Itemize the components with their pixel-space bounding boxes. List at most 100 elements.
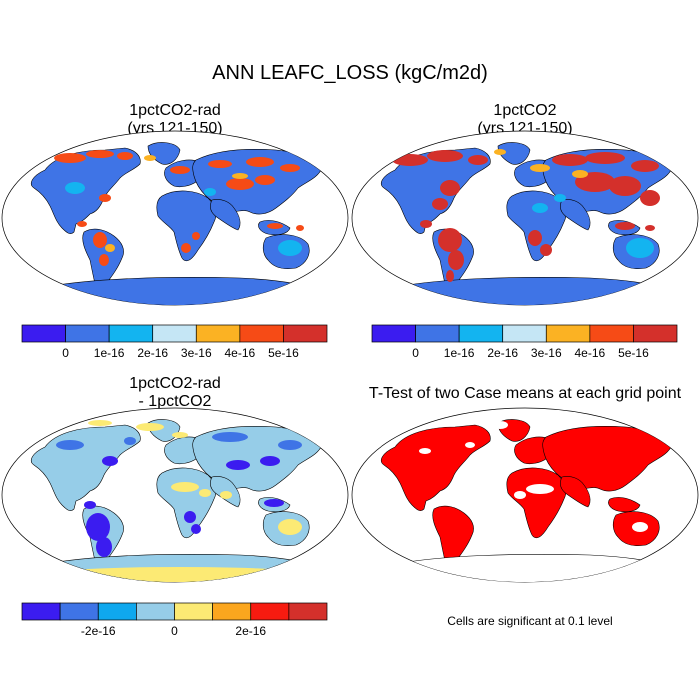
- map-panel-2: [351, 130, 699, 306]
- anomaly: [88, 420, 112, 426]
- colorbar-swatch: [633, 324, 678, 343]
- continent-africa: [506, 467, 567, 539]
- hotspot: [540, 244, 552, 256]
- hotspot: [296, 225, 304, 231]
- hotspot: [626, 238, 654, 258]
- continent-greenland: [497, 142, 531, 165]
- anomaly: [102, 456, 118, 466]
- hotspot: [208, 160, 232, 168]
- colorbar-tick-label: 0: [171, 624, 178, 638]
- hotspot: [93, 232, 107, 248]
- colorbar-swatch: [545, 324, 591, 343]
- hotspot: [392, 154, 428, 166]
- continent-arabia-india: [560, 199, 591, 231]
- panel-2-title-line1: 1pctCO2: [493, 102, 557, 119]
- colorbar-tick-label: 5e-16: [618, 346, 649, 360]
- not-significant: [419, 448, 431, 454]
- colorbar-tick-label: 1e-16: [444, 346, 475, 360]
- continent-arabia-india: [210, 199, 241, 231]
- colorbar-tick-label: 5e-16: [268, 346, 299, 360]
- anomaly: [96, 537, 112, 557]
- colorbar-tick-label: 4e-16: [225, 346, 256, 360]
- hotspot: [448, 250, 464, 270]
- hotspot: [528, 230, 542, 246]
- continent-north-america: [31, 147, 141, 234]
- land-hotspots: [54, 150, 304, 266]
- hotspot: [554, 194, 566, 202]
- hotspot: [170, 166, 190, 174]
- continent-north-america: [381, 424, 491, 511]
- colorbar-swatch: [174, 602, 213, 621]
- anomaly: [226, 460, 250, 470]
- not-significant: [632, 522, 648, 532]
- hotspot: [117, 152, 133, 160]
- panel-4-title-line1: T-Test of two Case means at each grid po…: [368, 385, 682, 402]
- hotspot: [432, 198, 448, 210]
- colorbar-tick-label: 0: [62, 346, 69, 360]
- hotspot: [440, 180, 460, 196]
- hotspot: [631, 160, 659, 172]
- anomaly: [220, 491, 232, 499]
- colorbar-tick-label: 1e-16: [94, 346, 125, 360]
- colorbar-tick-label: 4e-16: [575, 346, 606, 360]
- not-significant: [526, 484, 554, 494]
- colorbar-swatch: [212, 602, 252, 621]
- panel-4-title: T-Test of two Case means at each grid po…: [350, 385, 700, 403]
- hotspot: [246, 157, 274, 167]
- anomaly: [40, 567, 320, 582]
- colorbar-swatch: [152, 324, 197, 343]
- hotspot: [267, 223, 283, 229]
- hotspot: [181, 243, 191, 253]
- hotspot: [280, 164, 300, 172]
- map-panel-1: [1, 130, 349, 306]
- anomaly: [84, 501, 96, 509]
- not-significant: [492, 421, 508, 429]
- anomaly: [56, 440, 84, 450]
- continent-se-asia-islands: [608, 497, 641, 513]
- colorbar-panel-3: -2e-16 0 2e-16: [21, 602, 328, 638]
- hotspot: [438, 228, 462, 252]
- land-hotspots: [392, 149, 660, 282]
- not-significant: [514, 491, 526, 499]
- anomaly: [124, 437, 136, 445]
- colorbar-swatch: [589, 324, 634, 343]
- hotspot: [494, 149, 506, 155]
- colorbar-swatch: [288, 602, 328, 621]
- anomaly: [199, 489, 211, 497]
- anomaly: [212, 432, 248, 442]
- anomaly: [172, 432, 188, 438]
- colorbar-swatch: [108, 324, 154, 343]
- hotspot: [232, 173, 248, 179]
- colorbar-panel-1: 0 1e-16 2e-16 3e-16 4e-16 5e-16: [21, 324, 328, 360]
- continent-africa: [156, 190, 217, 262]
- colorbar-tick-label: 2e-16: [235, 624, 266, 638]
- panel-3-title: 1pctCO2-rad - 1pctCO2: [60, 375, 290, 411]
- colorbar-swatch: [21, 324, 66, 343]
- colorbar-swatch: [502, 324, 547, 343]
- hotspot: [532, 203, 548, 213]
- hotspot: [99, 254, 109, 266]
- colorbar-swatch: [65, 324, 110, 343]
- hotspot: [609, 176, 641, 196]
- colorbar-swatch: [415, 324, 460, 343]
- colorbar-swatch: [458, 324, 504, 343]
- hotspot: [226, 178, 254, 190]
- colorbar-swatch: [97, 602, 137, 621]
- colorbar-swatch: [195, 324, 241, 343]
- colorbar-panel-2: 0 1e-16 2e-16 3e-16 4e-16 5e-16: [371, 324, 678, 360]
- hotspot: [552, 154, 588, 166]
- continent-africa: [156, 467, 217, 539]
- anomaly: [191, 524, 201, 534]
- hotspot: [144, 155, 156, 161]
- hotspot: [530, 164, 550, 172]
- hotspot: [204, 188, 216, 196]
- colorbar-swatch: [59, 602, 99, 621]
- hotspot: [645, 225, 655, 231]
- hotspot: [427, 150, 463, 162]
- continent-north-america: [381, 147, 491, 234]
- map-panel-3: [1, 407, 349, 583]
- ttest-note: Cells are significant at 0.1 level: [447, 614, 613, 628]
- colorbar-swatch: [250, 602, 290, 621]
- colorbar-tick-label: 3e-16: [181, 346, 212, 360]
- colorbar-tick-label: 0: [412, 346, 419, 360]
